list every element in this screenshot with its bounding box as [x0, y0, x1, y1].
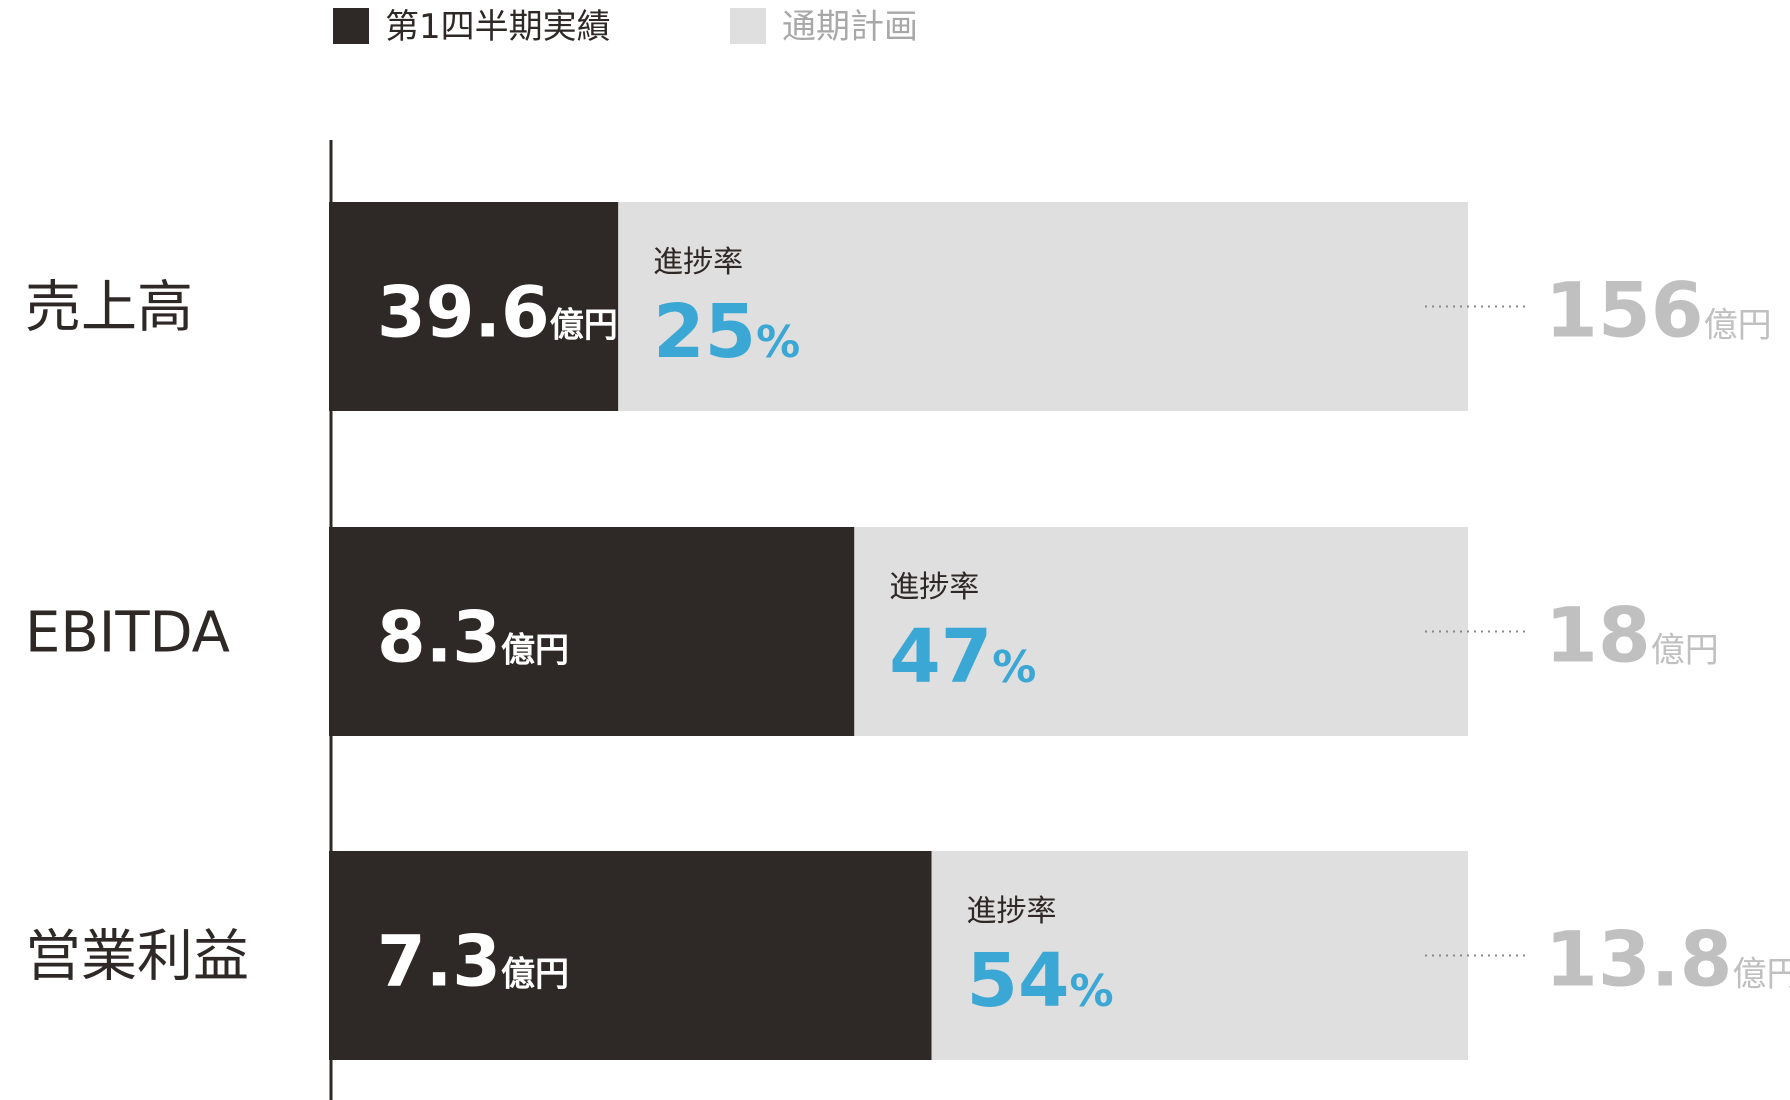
- unit: 億円: [1651, 631, 1719, 671]
- rate-unit: %: [756, 317, 800, 368]
- rate-label: 25%: [653, 289, 800, 375]
- plan-value-label: 13.8億円: [1545, 915, 1790, 1004]
- actual-value-label: 7.3億円: [377, 921, 569, 1003]
- unit: 億円: [550, 306, 618, 346]
- plan-value-label: 156億円: [1545, 266, 1772, 355]
- category-label: 営業利益: [25, 925, 249, 990]
- rate-title: 進捗率: [967, 894, 1057, 929]
- unit: 億円: [501, 631, 569, 671]
- actual-value: 8.3: [377, 597, 501, 679]
- rate-title: 進捗率: [653, 245, 743, 280]
- plan-value: 13.8: [1545, 915, 1733, 1004]
- actual-bar: [329, 851, 932, 1060]
- rate-label: 54%: [967, 938, 1114, 1024]
- unit: 億円: [1733, 955, 1790, 995]
- unit: 億円: [1704, 306, 1772, 346]
- category-label: 売上高: [25, 276, 193, 341]
- actual-value-label: 8.3億円: [377, 597, 569, 679]
- actual-value: 39.6: [377, 272, 550, 354]
- rate-value: 25: [653, 289, 756, 375]
- rate-value: 47: [889, 614, 992, 700]
- plan-value: 18: [1545, 591, 1651, 680]
- plan-value: 156: [1545, 266, 1704, 355]
- plan-value-label: 18億円: [1545, 591, 1719, 680]
- rate-unit: %: [992, 642, 1036, 693]
- rate-value: 54: [967, 938, 1070, 1024]
- legend-swatch: [333, 8, 369, 44]
- legend-swatch: [730, 8, 766, 44]
- legend-label: 通期計画: [782, 7, 918, 47]
- category-label: EBITDA: [25, 601, 230, 666]
- rate-title: 進捗率: [889, 570, 979, 605]
- actual-value-label: 39.6億円: [377, 272, 618, 354]
- actual-bar: [329, 202, 619, 411]
- rate-unit: %: [1069, 966, 1113, 1017]
- actual-value: 7.3: [377, 921, 501, 1003]
- legend-label: 第1四半期実績: [385, 7, 611, 47]
- actual-bar: [329, 527, 855, 736]
- unit: 億円: [501, 955, 569, 995]
- rate-label: 47%: [889, 614, 1036, 700]
